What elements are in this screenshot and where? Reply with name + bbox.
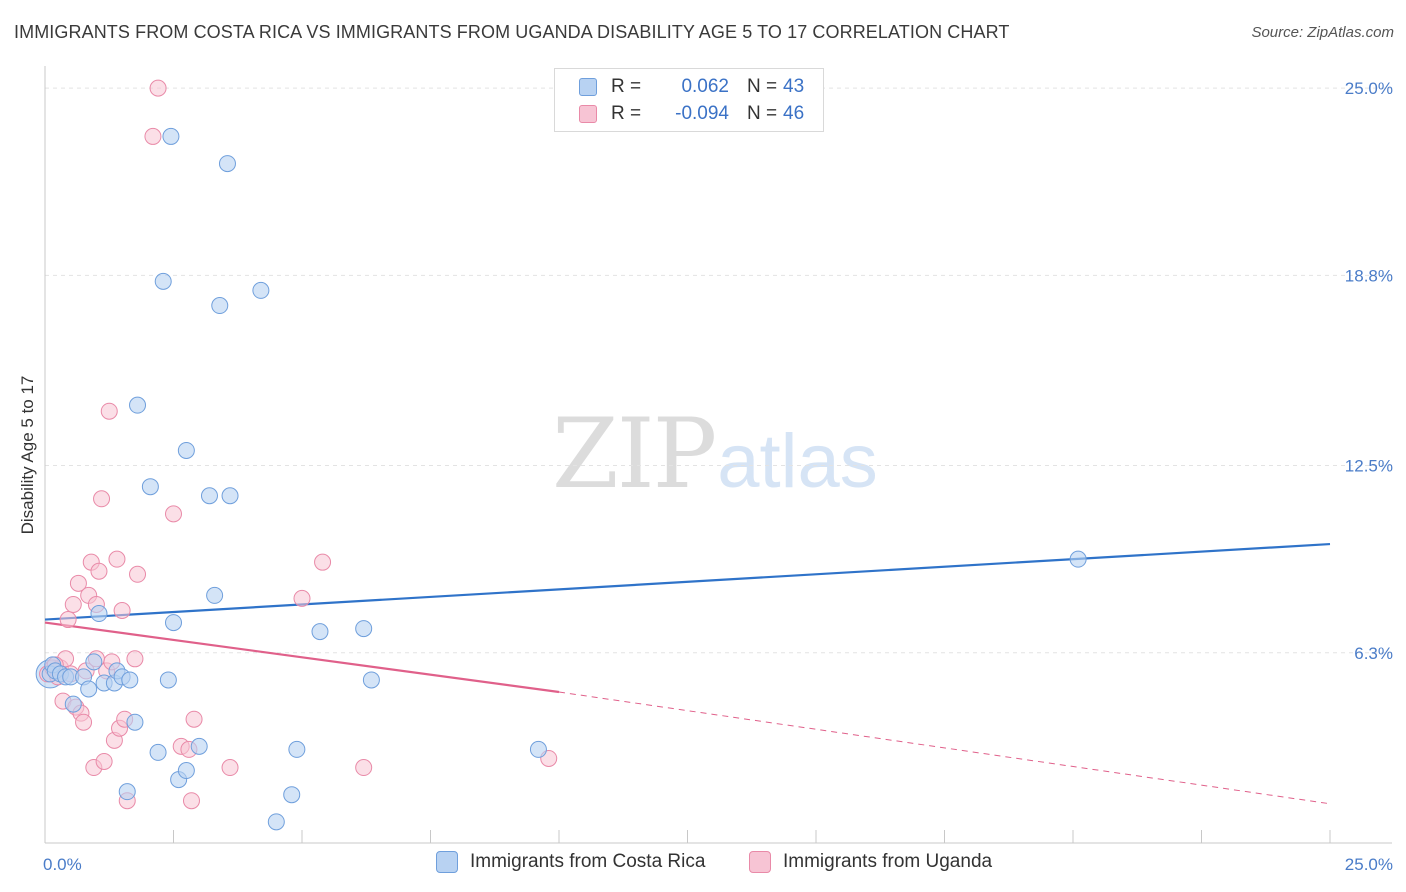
data-point-costa-rica	[165, 614, 182, 632]
data-point-uganda	[165, 505, 182, 523]
data-point-uganda	[129, 565, 147, 583]
data-point-costa-rica	[126, 713, 144, 731]
data-point-uganda	[293, 589, 311, 607]
data-point-uganda	[144, 127, 162, 145]
legend-r-value: -0.094	[675, 103, 729, 124]
data-point-costa-rica	[221, 487, 239, 505]
data-point-uganda	[64, 595, 82, 613]
data-point-costa-rica	[252, 281, 270, 299]
data-point-uganda	[126, 650, 144, 668]
data-point-costa-rica	[362, 671, 380, 689]
legend-swatch-pink	[579, 105, 597, 123]
y-tick-label: 12.5%	[1345, 457, 1393, 476]
legend-n-value: 43	[783, 76, 805, 97]
data-point-costa-rica	[149, 743, 167, 761]
data-point-uganda	[314, 553, 332, 571]
data-point-costa-rica	[118, 783, 136, 801]
legend-n-label: N =	[747, 76, 778, 97]
legend-n-value: 46	[783, 103, 805, 124]
data-point-uganda	[149, 79, 167, 97]
data-point-costa-rica	[154, 272, 172, 290]
data-point-uganda	[182, 792, 200, 810]
x-tick-label: 0.0%	[43, 855, 82, 874]
trend-line-uganda	[44, 621, 560, 694]
y-tick-label: 25.0%	[1345, 79, 1393, 98]
data-point-uganda	[95, 752, 113, 770]
legend-r-label: R =	[611, 76, 642, 97]
legend-row-costa-rica: R = 0.062 N = 43	[579, 74, 804, 100]
data-point-costa-rica	[529, 740, 547, 758]
data-point-costa-rica	[1069, 550, 1087, 568]
data-point-costa-rica	[211, 297, 229, 315]
data-point-costa-rica	[159, 671, 177, 689]
data-point-uganda	[69, 574, 87, 592]
data-point-costa-rica	[129, 396, 147, 414]
data-point-uganda	[221, 759, 239, 777]
trend-lines	[44, 542, 1331, 805]
trend-line-costa-rica	[44, 542, 1331, 621]
data-point-costa-rica	[283, 786, 301, 804]
data-point-uganda	[108, 550, 126, 568]
data-point-costa-rica	[200, 487, 218, 505]
data-point-uganda	[90, 562, 108, 580]
watermark-zip: ZIP	[552, 398, 717, 510]
data-point-costa-rica	[85, 653, 103, 671]
data-point-costa-rica	[177, 762, 195, 780]
legend-swatch-blue	[579, 78, 597, 96]
data-point-uganda	[100, 402, 118, 420]
data-point-uganda	[59, 611, 77, 629]
y-tick-label: 18.8%	[1345, 266, 1393, 285]
legend-r-value: 0.062	[681, 76, 729, 97]
data-point-costa-rica	[64, 695, 82, 713]
data-point-costa-rica	[355, 620, 373, 638]
data-point-costa-rica	[80, 680, 98, 698]
data-point-costa-rica	[311, 623, 329, 641]
data-point-uganda	[113, 601, 131, 619]
chart-title: IMMIGRANTS FROM COSTA RICA VS IMMIGRANTS…	[14, 22, 1010, 42]
legend-item-uganda[interactable]: Immigrants from Uganda	[749, 851, 992, 873]
legend-row-uganda: R = -0.094 N = 46	[579, 101, 804, 127]
x-tick-label: 25.0%	[1345, 855, 1393, 874]
data-point-costa-rica	[90, 605, 108, 623]
legend-swatch-pink	[749, 851, 771, 873]
data-point-uganda	[93, 490, 111, 508]
trend-line-uganda-extension	[558, 691, 1331, 805]
legend-n-label: N =	[747, 103, 778, 124]
data-point-costa-rica	[190, 737, 208, 755]
data-point-costa-rica	[121, 671, 139, 689]
watermark-atlas: atlas	[717, 419, 878, 504]
data-point-costa-rica	[288, 740, 306, 758]
data-point-costa-rica	[177, 441, 195, 459]
legend-r-label: R =	[611, 103, 642, 124]
y-tick-label: 6.3%	[1354, 644, 1393, 663]
data-point-uganda	[185, 710, 203, 728]
watermark: ZIPatlas	[552, 398, 878, 510]
axes	[44, 66, 1392, 844]
source-label: Source: ZipAtlas.com	[1251, 24, 1394, 41]
data-point-uganda	[355, 759, 373, 777]
tick-labels: 6.3% 12.5% 18.8% 25.0% 0.0% 25.0%	[43, 79, 1393, 874]
data-point-costa-rica	[206, 586, 224, 604]
data-point-costa-rica	[267, 813, 285, 831]
series-legend: Immigrants from Costa Rica Immigrants fr…	[0, 851, 1406, 877]
grid	[45, 87, 1392, 654]
stats-legend: R = 0.062 N = 43 R = -0.094 N = 46	[554, 68, 824, 132]
data-points	[35, 79, 1087, 831]
legend-swatch-blue	[436, 851, 458, 873]
data-point-costa-rica	[218, 155, 236, 173]
data-point-costa-rica	[141, 478, 159, 496]
legend-label: Immigrants from Uganda	[783, 851, 993, 872]
legend-item-costa-rica[interactable]: Immigrants from Costa Rica	[436, 851, 705, 873]
data-point-costa-rica	[162, 127, 180, 145]
legend-label: Immigrants from Costa Rica	[470, 851, 706, 872]
data-point-uganda	[75, 713, 93, 731]
